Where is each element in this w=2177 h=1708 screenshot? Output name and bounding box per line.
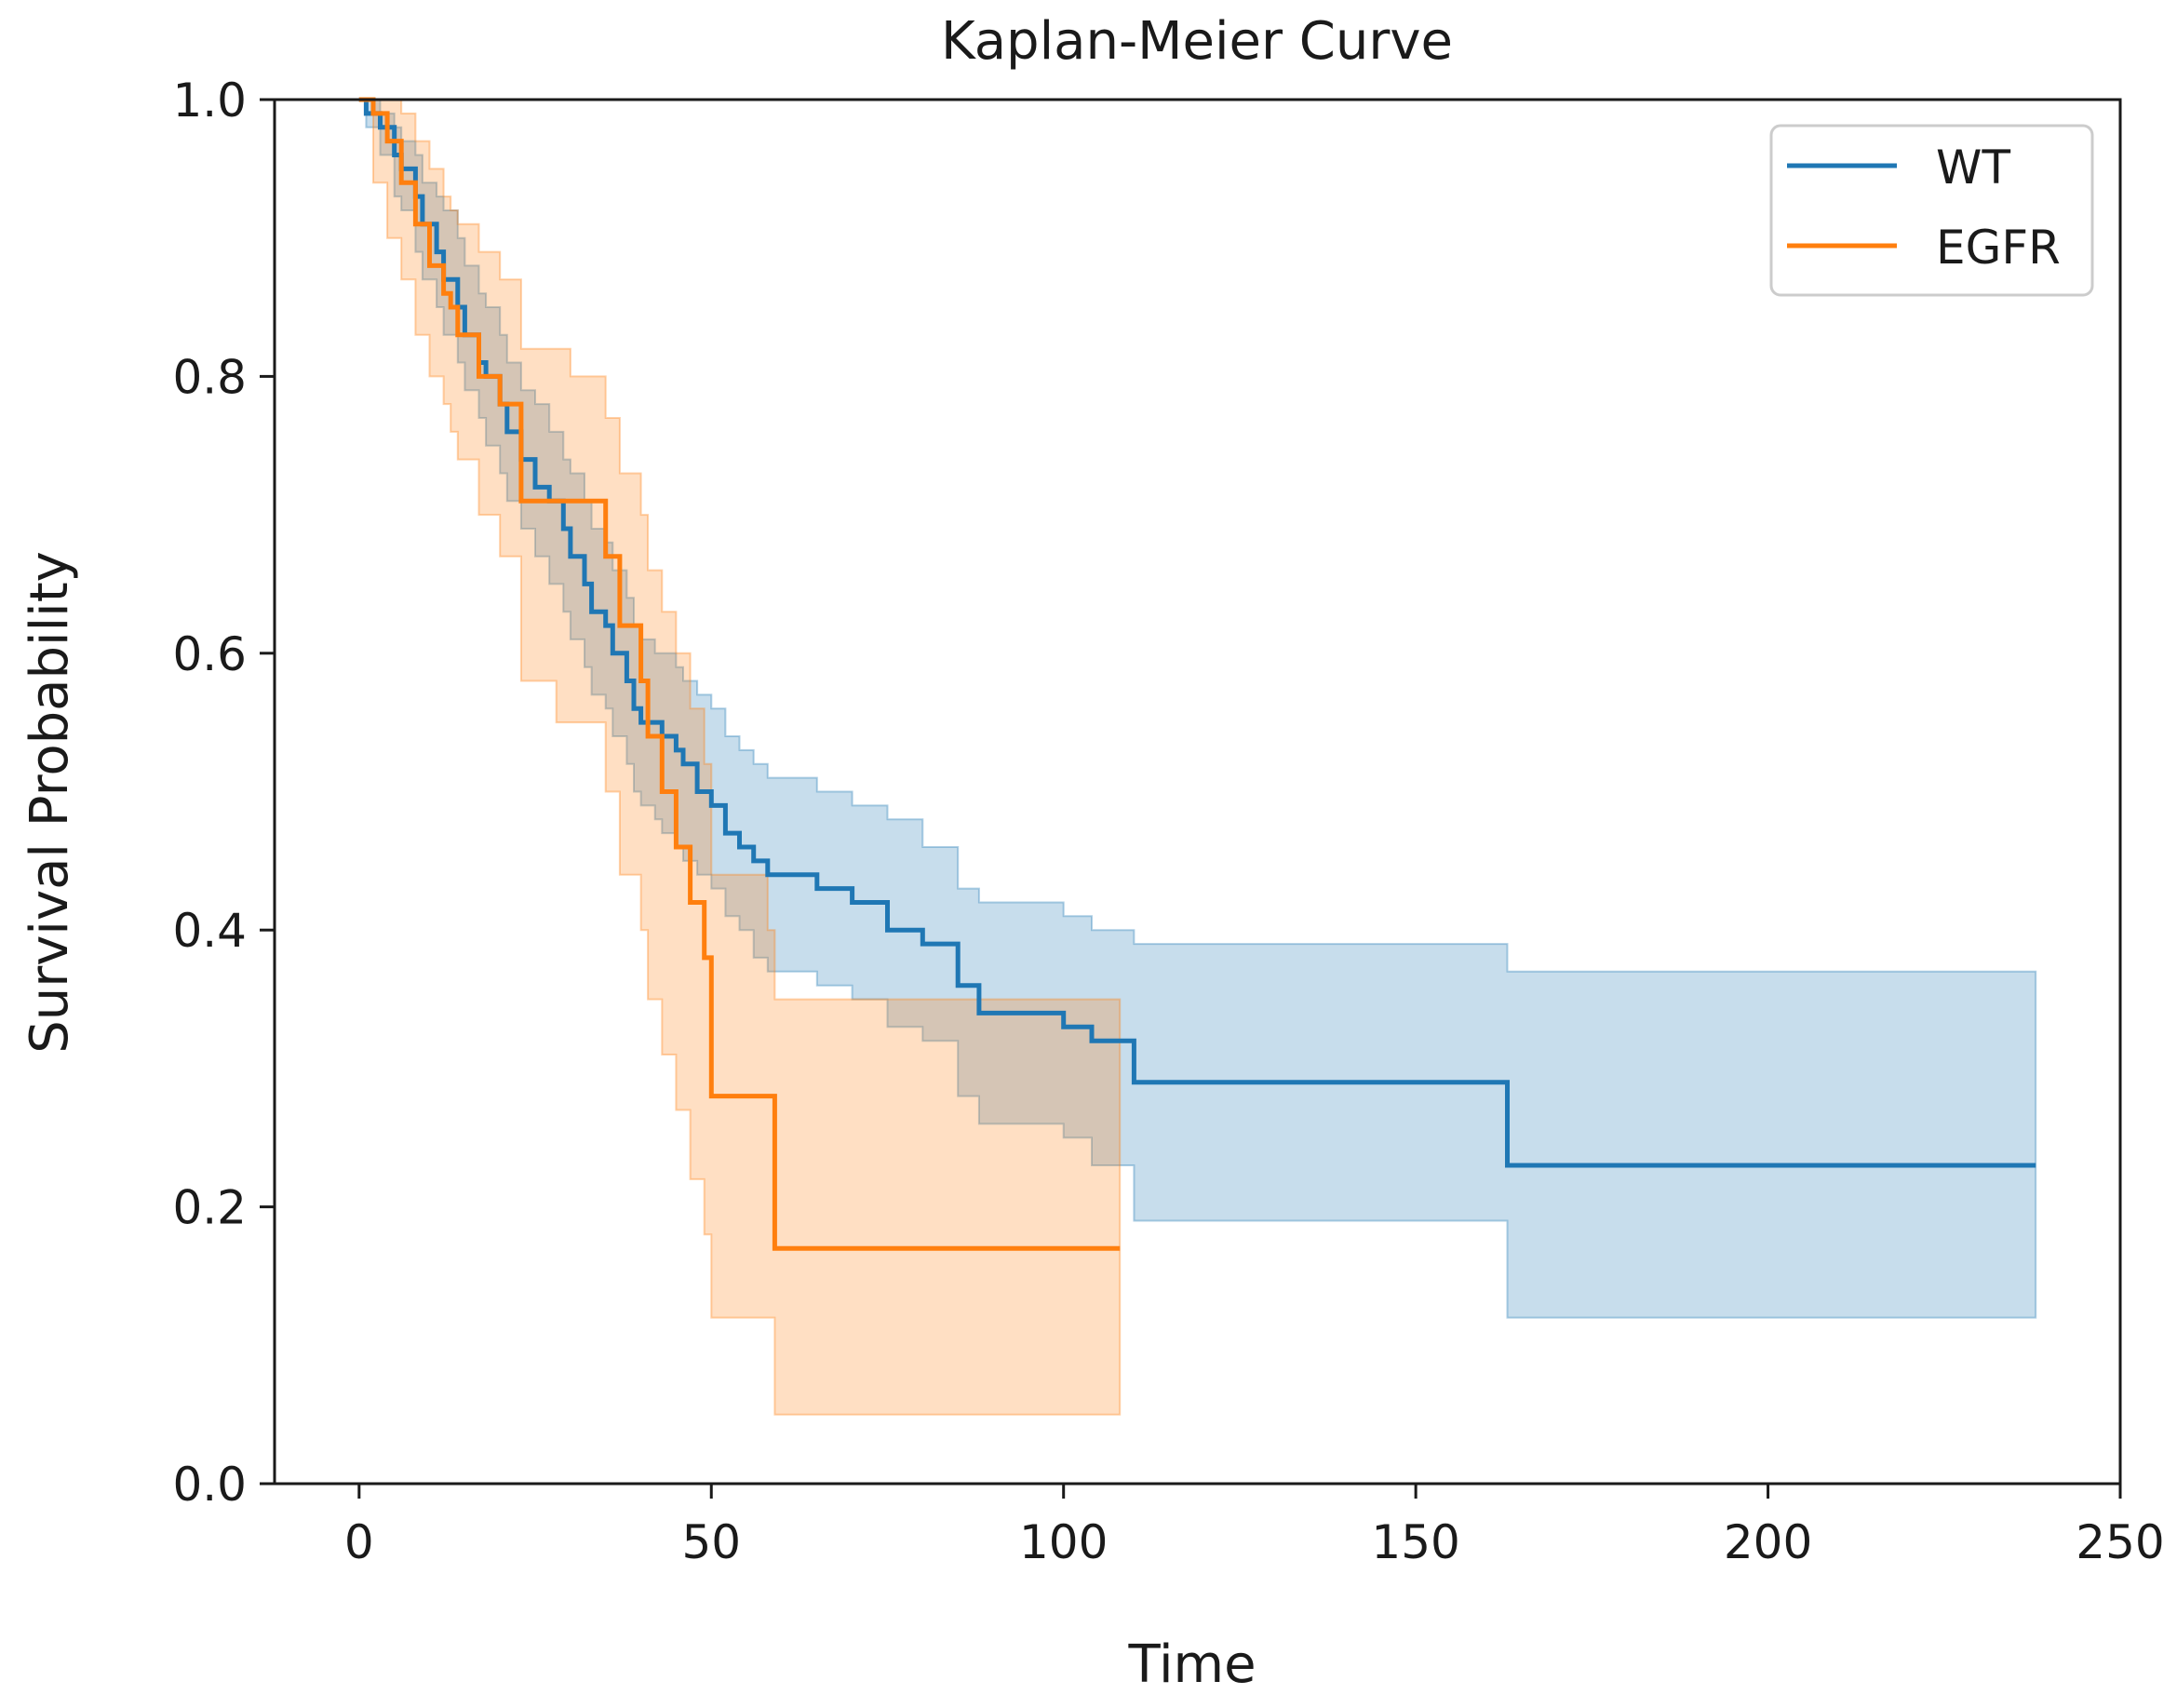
survival-line-egfr [358,97,1121,1251]
ci-band-wt [358,99,2037,1319]
x-tick-label: 50 [681,1515,741,1569]
x-tick-label: 200 [1724,1515,1812,1569]
x-tick-label: 100 [1019,1515,1108,1569]
x-axis-label: Time [1127,1634,1256,1695]
y-axis-label: Survival Probability [20,551,80,1054]
legend-label-egfr: EGFR [1936,221,2061,275]
x-tick-label: 0 [344,1515,374,1569]
legend: WT EGFR [1769,124,2094,297]
legend-label-wt: WT [1936,141,2010,195]
ci-band-egfr [358,99,1122,1416]
y-tick-label: 1.0 [172,74,247,128]
y-tick-label: 0.4 [172,904,247,958]
x-tick-label: 250 [2076,1515,2164,1569]
y-tick-label: 0.2 [172,1181,247,1235]
x-tick-label: 150 [1371,1515,1459,1569]
plot-frame [273,98,2122,1486]
y-tick-label: 0.0 [172,1458,247,1512]
y-tick-label: 0.6 [172,627,247,681]
y-tick-label: 0.8 [172,350,247,404]
chart-title: Kaplan-Meier Curve [941,11,1453,72]
